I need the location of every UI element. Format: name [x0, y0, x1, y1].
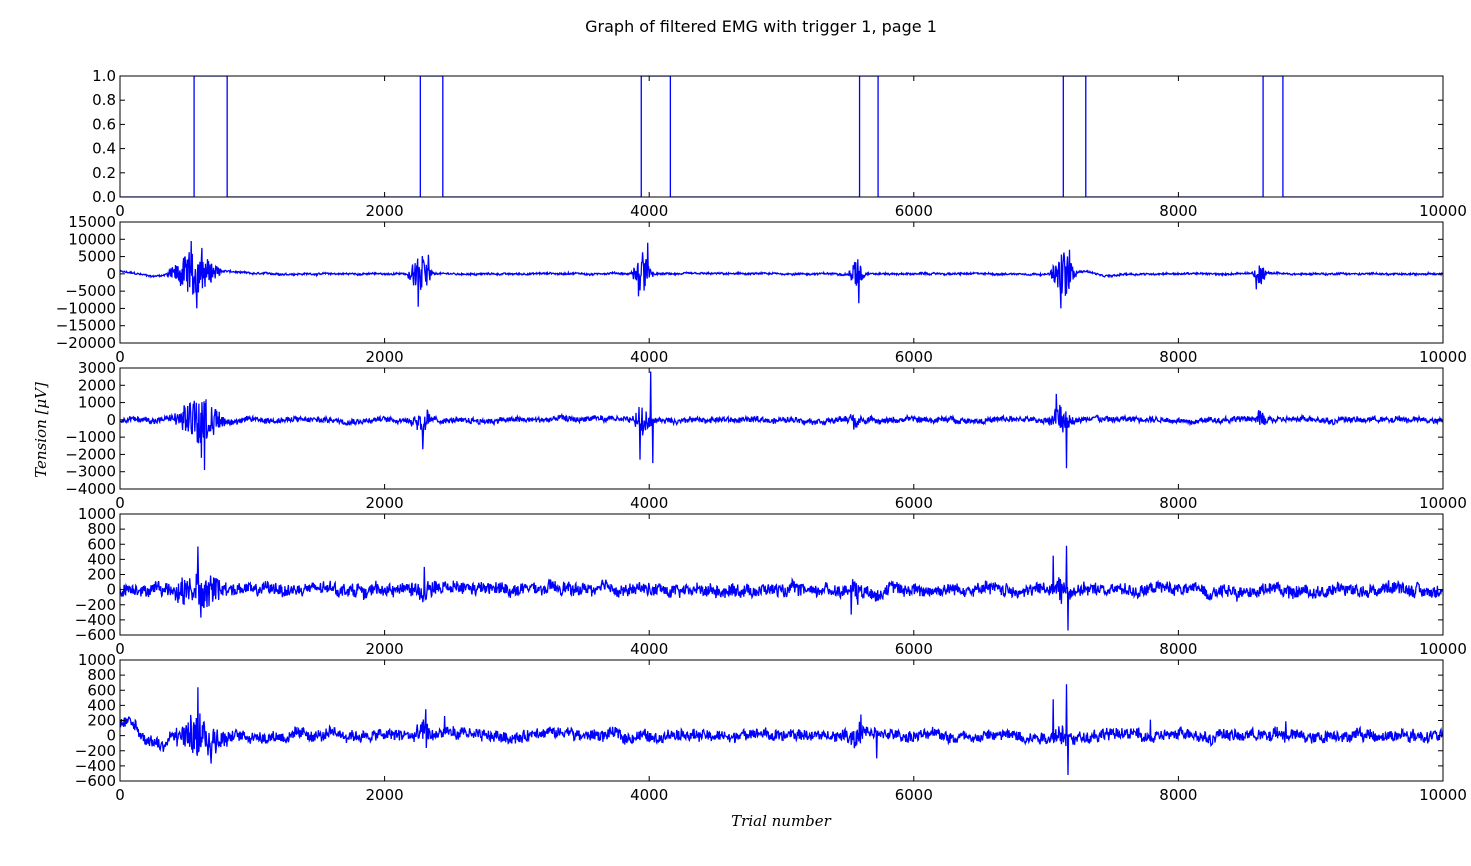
y-tick-label: −5000 — [65, 282, 116, 300]
y-tick-label: 3000 — [78, 359, 116, 377]
y-tick-label: 2000 — [78, 376, 116, 394]
x-tick-label: 0 — [115, 786, 125, 804]
y-tick-label: 800 — [87, 666, 116, 684]
x-tick-label: 4000 — [630, 640, 668, 658]
y-tick-label: −200 — [75, 596, 116, 614]
x-tick-label: 2000 — [366, 348, 404, 366]
y-tick-label: 5000 — [78, 248, 116, 266]
y-tick-label: −3000 — [65, 463, 116, 481]
y-tick-label: 0 — [106, 581, 116, 599]
y-tick-label: 0 — [106, 411, 116, 429]
x-tick-label: 6000 — [895, 202, 933, 220]
x-axis-label: Trial number — [731, 812, 832, 830]
y-tick-label: 0 — [106, 265, 116, 283]
y-tick-label: 1000 — [78, 651, 116, 669]
x-tick-label: 8000 — [1159, 494, 1197, 512]
x-tick-label: 0 — [115, 202, 125, 220]
y-tick-label: −600 — [75, 772, 116, 790]
y-axis-label: Tension [μV] — [32, 382, 50, 478]
x-tick-label: 4000 — [630, 494, 668, 512]
y-tick-label: −400 — [75, 757, 116, 775]
subplot-emg-channel-2: 0 2000 4000 6000 8000 100003000200010000−1000… — [65, 359, 1467, 512]
emg-channel-1-series-line — [120, 240, 1443, 309]
y-tick-label: 1.0 — [92, 67, 116, 85]
x-tick-label: 2000 — [366, 786, 404, 804]
y-tick-label: 600 — [87, 535, 116, 553]
y-tick-label: 800 — [87, 520, 116, 538]
y-tick-label: 0.8 — [92, 91, 116, 109]
y-tick-label: 0.6 — [92, 115, 116, 133]
y-tick-label: −15000 — [56, 317, 116, 335]
x-tick-label: 10000 — [1419, 202, 1467, 220]
subplot-panels: 0 2000 4000 6000 8000 100000.00.20.40.60.81.0… — [56, 67, 1467, 804]
y-tick-label: −1000 — [65, 428, 116, 446]
x-tick-label: 2000 — [366, 202, 404, 220]
x-tick-label: 8000 — [1159, 202, 1197, 220]
y-tick-label: 0.2 — [92, 164, 116, 182]
subplot-frame — [119, 513, 1444, 636]
y-tick-label: 0.0 — [92, 188, 116, 206]
x-tick-label: 8000 — [1159, 786, 1197, 804]
x-tick-label: 8000 — [1159, 640, 1197, 658]
trigger-series-line — [120, 76, 1443, 197]
x-tick-label: 0 — [115, 640, 125, 658]
y-tick-label: −200 — [75, 742, 116, 760]
y-tick-label: 10000 — [68, 230, 116, 248]
subplot-frame — [119, 367, 1444, 490]
subplot-trigger: 0 2000 4000 6000 8000 10000 0.0 0.2 0.4 0.6 0.8 1.0 — [92, 67, 1467, 220]
y-tick-label: 1000 — [78, 505, 116, 523]
subplot-frame — [119, 221, 1444, 344]
x-tick-label: 10000 — [1419, 640, 1467, 658]
x-tick-label: 0 — [115, 348, 125, 366]
x-tick-label: 2000 — [366, 640, 404, 658]
subplot-frame — [119, 659, 1444, 782]
y-tick-label: 400 — [87, 550, 116, 568]
y-tick-label: −400 — [75, 611, 116, 629]
emg-channel-2-series-line — [120, 371, 1443, 471]
figure-title: Graph of filtered EMG with trigger 1, pa… — [585, 17, 937, 36]
x-tick-label: 4000 — [630, 348, 668, 366]
x-tick-label: 6000 — [895, 494, 933, 512]
y-tick-label: 1000 — [78, 394, 116, 412]
x-tick-label: 4000 — [630, 202, 668, 220]
emg-channel-4-series-line — [120, 684, 1443, 776]
x-tick-label: 0 — [115, 494, 125, 512]
x-tick-label: 10000 — [1419, 786, 1467, 804]
y-tick-label: −2000 — [65, 445, 116, 463]
x-tick-label: 6000 — [895, 640, 933, 658]
x-tick-label: 2000 — [366, 494, 404, 512]
x-tick-label: 10000 — [1419, 348, 1467, 366]
y-tick-label: 0.4 — [92, 140, 116, 158]
subplot-emg-channel-3: 0 2000 4000 6000 8000 1000010008006004002000−… — [75, 505, 1467, 658]
x-tick-label: 10000 — [1419, 494, 1467, 512]
y-tick-label: 200 — [87, 566, 116, 584]
emg-channel-3-series-line — [120, 545, 1443, 631]
x-tick-label: 8000 — [1159, 348, 1197, 366]
y-tick-label: 400 — [87, 696, 116, 714]
y-tick-label: 0 — [106, 727, 116, 745]
x-tick-label: 4000 — [630, 786, 668, 804]
subplot-emg-channel-4: 0 2000 4000 6000 8000 1000010008006004002000−… — [75, 651, 1467, 804]
y-tick-label: 15000 — [68, 213, 116, 231]
subplot-emg-channel-1: 0 2000 4000 6000 8000 10000150001000050000−50… — [56, 213, 1467, 366]
y-tick-label: −4000 — [65, 480, 116, 498]
subplot-frame — [119, 75, 1444, 198]
y-tick-label: −600 — [75, 626, 116, 644]
y-tick-label: −20000 — [56, 334, 116, 352]
y-tick-label: 200 — [87, 712, 116, 730]
y-tick-label: −10000 — [56, 299, 116, 317]
x-tick-label: 6000 — [895, 348, 933, 366]
x-tick-label: 6000 — [895, 786, 933, 804]
y-tick-label: 600 — [87, 681, 116, 699]
